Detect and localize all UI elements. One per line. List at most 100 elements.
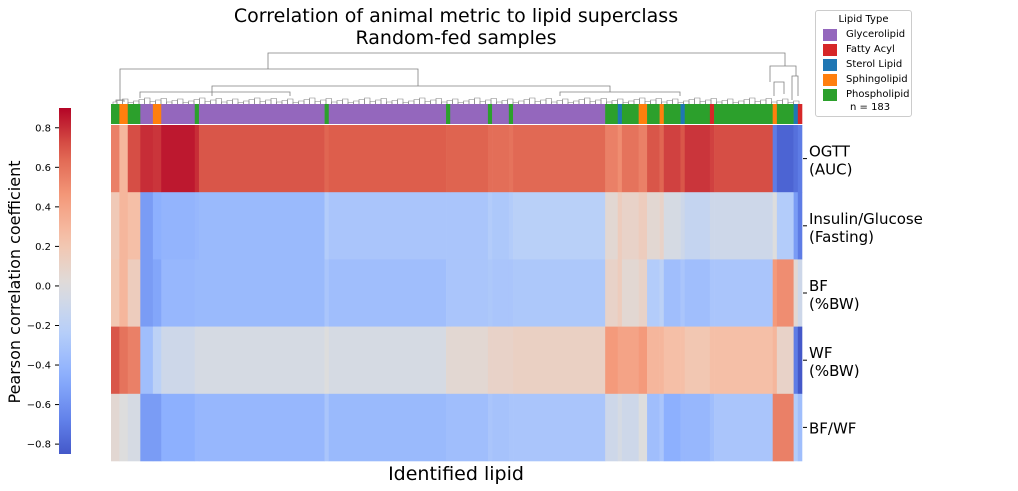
legend-label: Sphingolipid [846,74,908,85]
colorbar-tick-label: −0.4 [27,361,51,372]
heat-cell-r2-s9 [328,259,447,327]
dendro-leaf [199,97,206,104]
dendro-leaf [430,99,437,104]
dendro-leaf [573,100,580,104]
heat-cell-r4-s21 [659,393,665,462]
dendro-leaf [683,100,690,104]
dendro-leaf [655,98,662,104]
class-segment-23 [680,104,686,124]
dendro-leaf [540,99,547,104]
legend-label: Fatty Acyl [846,44,895,55]
heat-cell-r3-s11 [450,326,489,395]
dendro-leaf [320,99,327,104]
row-label-line2: (%BW) [809,295,860,313]
dendro-leaf [545,98,552,104]
legend-swatch [823,28,837,41]
heat-cell-r2-s1 [119,259,129,327]
heat-cell-r1-s5 [161,192,196,260]
dendro-leaf [490,98,497,104]
heat-cell-r2-s20 [647,259,660,327]
dendro-leaf [342,98,349,104]
row-label-line2: (Fasting) [809,228,874,246]
dendro-leaf [452,98,459,104]
heat-cell-r3-s14 [508,326,514,395]
heat-cell-r3-s21 [659,326,665,395]
heat-cell-r3-s19 [638,326,648,395]
dendro-leaf [551,101,558,104]
heat-cell-r3-s17 [617,326,623,395]
dendro-leaf [677,102,684,104]
dendro-leaf [633,99,640,104]
heat-cell-r4-s23 [680,393,686,462]
heat-cell-r4-s15 [513,393,606,462]
heat-cell-r0-s14 [508,125,514,193]
column-dendrogram [112,52,800,104]
heat-cell-r2-s14 [508,259,514,327]
heat-cell-r0-s16 [605,125,619,193]
row-label-line1: BF/WF [809,419,856,437]
heat-cell-r3-s23 [680,326,686,395]
dendro-leaf [666,100,673,104]
dendro-leaf [276,101,283,104]
chart-title: Correlation of animal metric to lipid su… [234,5,678,27]
dendro-leaf [413,99,420,104]
row-label-line1: BF [809,277,828,295]
colorbar-tick-label: −0.8 [27,440,51,451]
class-segment-29 [793,104,799,124]
colorbar-tick-label: 0.8 [35,123,51,134]
legend-label: Phospholipid [846,89,910,100]
dendro-leaf [116,100,123,104]
dendro-leaf [122,98,129,104]
dendro-leaf [457,102,464,104]
heat-cell-r2-s21 [659,259,665,327]
dendro-leaf [749,97,756,104]
legend-item-sterol-lipid: Sterol Lipid [823,57,911,72]
dendro-leaf [639,97,646,104]
dendro-leaf [171,100,178,104]
heat-cell-r1-s29 [793,192,799,260]
dendro-leaf [364,97,371,104]
dendro-leaf [523,99,530,104]
heat-cell-r2-s25 [709,259,715,327]
heat-cell-r3-s15 [513,326,606,395]
dendro-leaf [133,100,140,104]
dendro-leaf [265,99,272,104]
heat-cell-r2-s22 [663,259,681,327]
heat-cell-r0-s22 [663,125,681,193]
row-labels: OGTT(AUC)Insulin/Glucose(Fasting)BF(%BW)… [803,143,923,437]
dendro-leaf [149,101,156,104]
dendro-leaf [193,99,200,104]
chart-subtitle: Random-fed samples [356,27,557,49]
heat-cell-r3-s7 [198,326,325,395]
dendro-leaf [424,101,431,104]
dendro-leaf [529,97,536,104]
legend-swatch [823,73,837,86]
dendro-leaf [408,100,415,104]
heat-cell-r4-s26 [714,393,773,462]
dendro-leaf [353,100,360,104]
dendro-leaf [589,101,596,104]
heat-cell-r4-s13 [492,393,510,462]
heat-cell-r2-s7 [198,259,325,327]
heat-cell-r4-s3 [140,393,154,462]
heat-cell-r3-s29 [793,326,799,395]
dendro-leaf [622,102,629,104]
class-segment-3 [140,104,154,124]
class-segment-26 [714,104,773,124]
heat-cell-r4-s5 [161,393,196,462]
heat-cell-r1-s4 [152,192,162,260]
dendro-leaf [435,98,442,104]
dendro-node-b [211,85,611,96]
heat-cell-r4-s11 [450,393,489,462]
dendro-leaf [127,102,134,104]
dendro-leaf [303,99,310,104]
dendro-leaf [721,100,728,104]
dendro-leaf [644,101,651,104]
dendro-leaf [188,100,195,104]
class-segment-2 [127,104,141,124]
dendro-leaf [248,99,255,104]
heat-cell-r4-s22 [663,393,681,462]
dendro-leaf [232,98,239,104]
dendro-leaf [617,98,624,104]
dendro-leaf [226,100,233,104]
